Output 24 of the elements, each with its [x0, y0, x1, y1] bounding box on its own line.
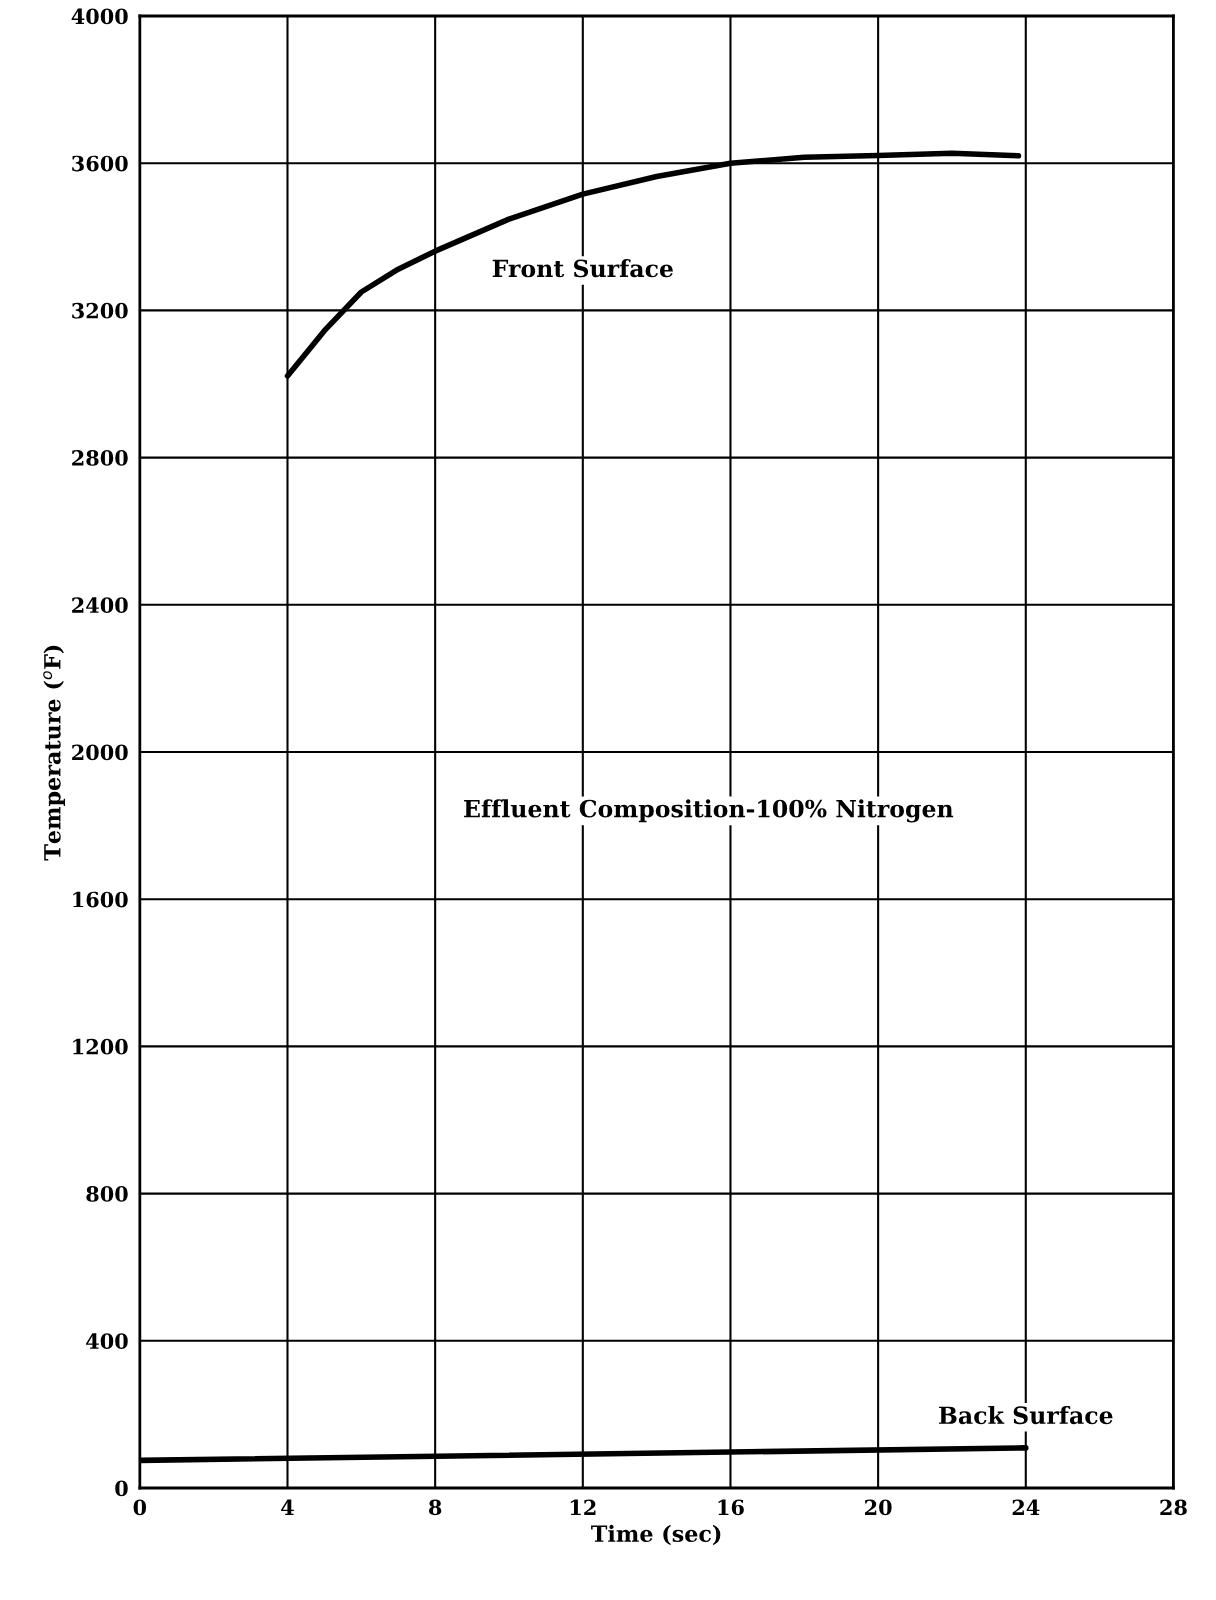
y-tick-label: 3200 — [72, 302, 128, 319]
annotation: Effluent Composition-100% Nitrogen — [464, 799, 954, 823]
x-tick-label: 24 — [1012, 1499, 1040, 1515]
y-tick-label: 2000 — [72, 744, 128, 761]
y-tick-label: 2400 — [72, 597, 128, 614]
y-tick-label: 2800 — [72, 450, 128, 466]
y-tick-label: 1600 — [73, 891, 128, 908]
x-axis-title: Time (sec) — [591, 1524, 721, 1546]
y-tick-label: 1200 — [73, 1038, 128, 1055]
series-label: Back Surface — [939, 1405, 1113, 1425]
x-tick-label: 16 — [718, 1499, 744, 1516]
x-tick-label: 28 — [1160, 1499, 1187, 1516]
y-axis-title: Temperature ($^{o}$F) — [43, 645, 66, 861]
x-tick-label: 8 — [428, 1499, 442, 1516]
y-tick-label: 400 — [86, 1333, 128, 1350]
y-tick-label: 3600 — [72, 155, 128, 172]
x-tick-label: 4 — [281, 1499, 294, 1515]
y-tick-label: 800 — [86, 1186, 128, 1202]
y-tick-label: 0 — [115, 1480, 128, 1497]
series-label: Front Surface — [492, 259, 673, 278]
x-tick-label: 0 — [133, 1499, 147, 1516]
x-tick-label: 12 — [570, 1499, 596, 1515]
x-tick-label: 20 — [865, 1499, 892, 1516]
y-tick-label: 4000 — [71, 8, 128, 25]
